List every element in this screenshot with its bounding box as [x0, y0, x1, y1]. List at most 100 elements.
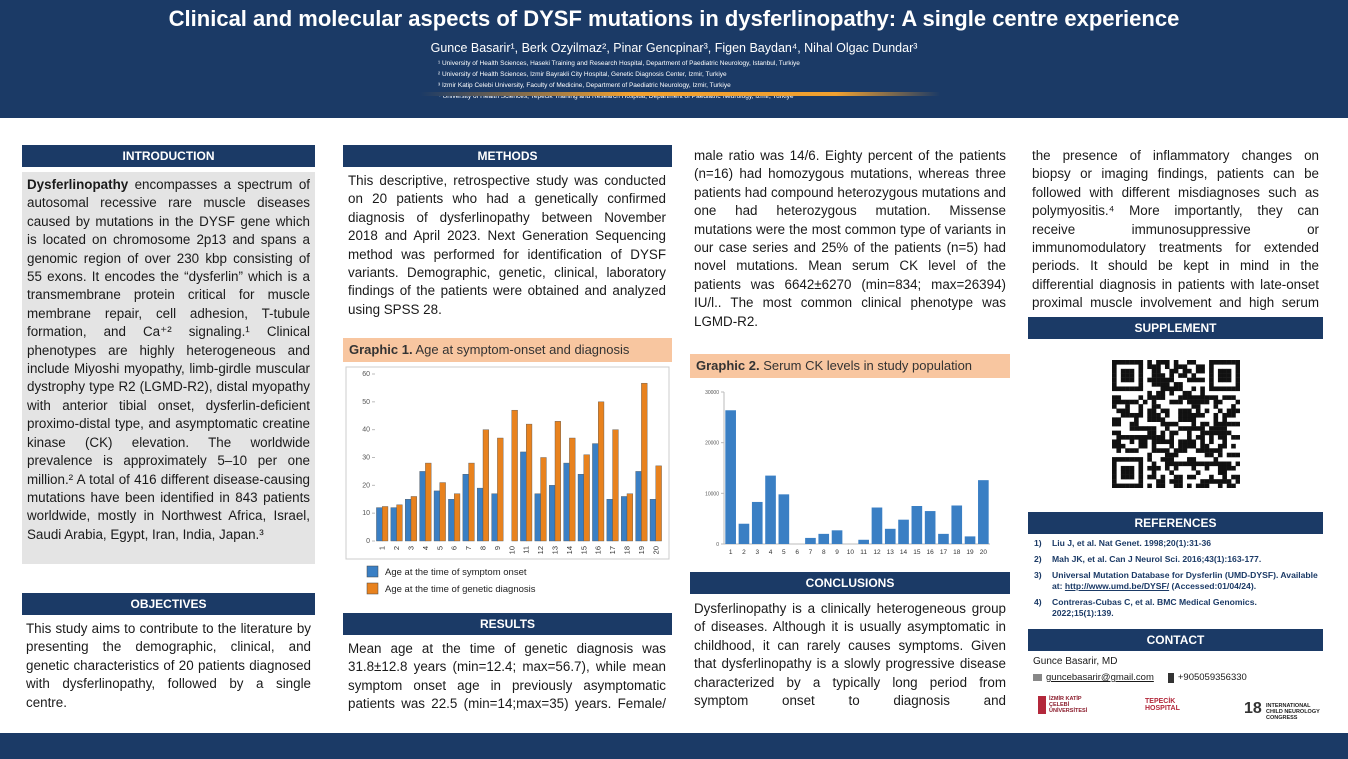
ref-number: 1) — [1034, 538, 1042, 548]
introduction-text: Dysferlinopathy encompasses a spectrum o… — [22, 172, 315, 564]
qr-module — [1160, 373, 1166, 378]
x-tick-label: 5 — [782, 549, 786, 556]
qr-module — [1116, 443, 1122, 449]
qr-module — [1222, 421, 1227, 427]
qr-module — [1125, 360, 1130, 365]
qr-module — [1138, 377, 1144, 383]
graphic-name: Serum CK levels in study population — [763, 358, 973, 373]
graphic-label: Graphic 2. — [696, 358, 760, 373]
qr-module — [1222, 479, 1227, 484]
qr-module — [1226, 412, 1232, 418]
qr-module — [1120, 399, 1126, 405]
bar — [540, 457, 547, 542]
qr-module — [1235, 435, 1240, 440]
qr-module — [1195, 399, 1201, 405]
bar — [597, 401, 605, 542]
qr-module — [1129, 412, 1135, 418]
qr-module — [1187, 439, 1192, 445]
qr-module — [1134, 483, 1139, 488]
x-tick-label: 1 — [378, 546, 387, 550]
x-tick-label: 2 — [742, 549, 746, 556]
qr-module — [1209, 382, 1214, 387]
qr-module — [1195, 483, 1201, 488]
qr-module — [1231, 412, 1236, 418]
qr-module — [1195, 412, 1201, 418]
ref-link[interactable]: http://www.umd.be/DYSF/ — [1064, 581, 1170, 591]
qr-module — [1151, 364, 1157, 370]
qr-module — [1191, 386, 1197, 392]
y-tick-label: 30 — [362, 455, 370, 462]
qr-module — [1217, 443, 1223, 449]
bar — [612, 429, 619, 542]
qr-module — [1191, 360, 1197, 365]
qr-module — [1147, 412, 1152, 418]
qr-module — [1164, 448, 1170, 453]
qr-module — [1191, 395, 1197, 400]
qr-module — [1147, 390, 1152, 396]
y-tick-label: 10 — [362, 510, 370, 517]
qr-module — [1231, 408, 1236, 414]
qr-module — [1169, 390, 1174, 396]
section-heading: RESULTS — [343, 613, 672, 635]
qr-module — [1222, 412, 1227, 418]
qr-module — [1151, 448, 1157, 453]
x-tick-label: 10 — [507, 546, 516, 554]
qr-module — [1160, 377, 1166, 383]
qr-module — [1169, 439, 1174, 445]
bar — [924, 511, 936, 544]
qr-module — [1169, 452, 1174, 458]
qr-module — [1173, 382, 1179, 387]
qr-module — [1173, 479, 1179, 484]
reference: 1) Liu J, et al. Nat Genet. 1998;20(1):31… — [1034, 538, 1319, 549]
qr-module — [1195, 364, 1201, 370]
qr-module — [1187, 390, 1192, 396]
bar — [626, 493, 633, 542]
qr-module — [1195, 448, 1201, 453]
qr-module — [1138, 368, 1144, 374]
section-heading: OBJECTIVES — [22, 593, 315, 615]
qr-module — [1187, 457, 1192, 462]
qr-module — [1120, 435, 1126, 440]
qr-module — [1209, 430, 1214, 436]
qr-code[interactable] — [1112, 360, 1240, 488]
x-tick-label: 4 — [421, 546, 430, 550]
qr-module — [1112, 474, 1117, 480]
qr-module — [1191, 373, 1197, 378]
qr-module — [1138, 474, 1144, 480]
qr-module — [1209, 368, 1214, 374]
qr-module — [1235, 373, 1240, 378]
qr-module — [1142, 439, 1148, 445]
qr-module — [1138, 465, 1144, 471]
qr-module — [1138, 443, 1144, 449]
qr-module — [1191, 412, 1197, 418]
qr-module — [1142, 435, 1148, 440]
qr-module — [1191, 443, 1197, 449]
graphic-title: Graphic 1. Age at symptom-onset and diag… — [343, 338, 672, 362]
qr-module — [1112, 382, 1117, 387]
bar — [482, 429, 489, 542]
bar — [649, 499, 657, 542]
x-tick-label: 5 — [435, 546, 444, 550]
reference: 3) Universal Mutation Database for Dysfer… — [1034, 570, 1319, 592]
qr-module — [1187, 461, 1192, 467]
qr-module — [1112, 439, 1117, 445]
qr-module — [1112, 479, 1117, 484]
qr-module — [1160, 382, 1166, 387]
qr-module — [1120, 412, 1126, 418]
email[interactable]: guncebasarir@gmail.com — [1046, 672, 1154, 683]
qr-module — [1200, 426, 1205, 431]
x-tick-label: 11 — [522, 546, 531, 554]
qr-module — [1173, 448, 1179, 453]
qr-module — [1182, 439, 1188, 445]
qr-module — [1169, 479, 1174, 484]
qr-module — [1222, 470, 1227, 475]
qr-module — [1151, 470, 1157, 475]
qr-module — [1134, 426, 1139, 431]
bar — [390, 507, 397, 542]
qr-module — [1200, 435, 1205, 440]
bar — [805, 537, 816, 544]
legend-label: Age at the time of genetic diagnosis — [385, 584, 536, 595]
y-tick-label: 30000 — [705, 390, 719, 396]
qr-module — [1191, 461, 1197, 467]
